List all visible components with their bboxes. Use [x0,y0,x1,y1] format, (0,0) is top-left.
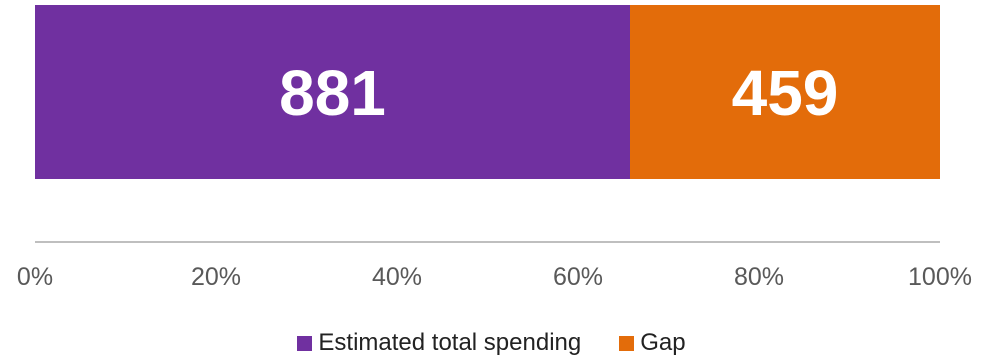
legend-swatch-gap [619,335,635,351]
data-label-gap: 459 [732,57,839,129]
x-tick-label: 20% [191,263,241,291]
legend-item-estimated-total-spending: Estimated total spending [297,331,581,355]
legend-label-estimated-total-spending: Estimated total spending [318,329,582,356]
legend-label-gap: Gap [640,329,686,356]
x-tick-label: 100% [908,263,972,291]
data-label-estimated-total-spending: 881 [279,57,386,129]
bar-segment-estimated-total-spending [35,5,630,179]
bar-segment-gap [630,5,940,179]
x-tick-label: 0% [17,263,53,291]
legend-item-gap: Gap [619,329,686,356]
legend-swatch-estimated-total-spending [297,335,313,351]
x-tick-label: 40% [372,263,422,291]
x-tick-label: 60% [553,263,603,291]
legend: Estimated total spending Gap [0,328,983,358]
x-tick-label: 80% [734,263,784,291]
